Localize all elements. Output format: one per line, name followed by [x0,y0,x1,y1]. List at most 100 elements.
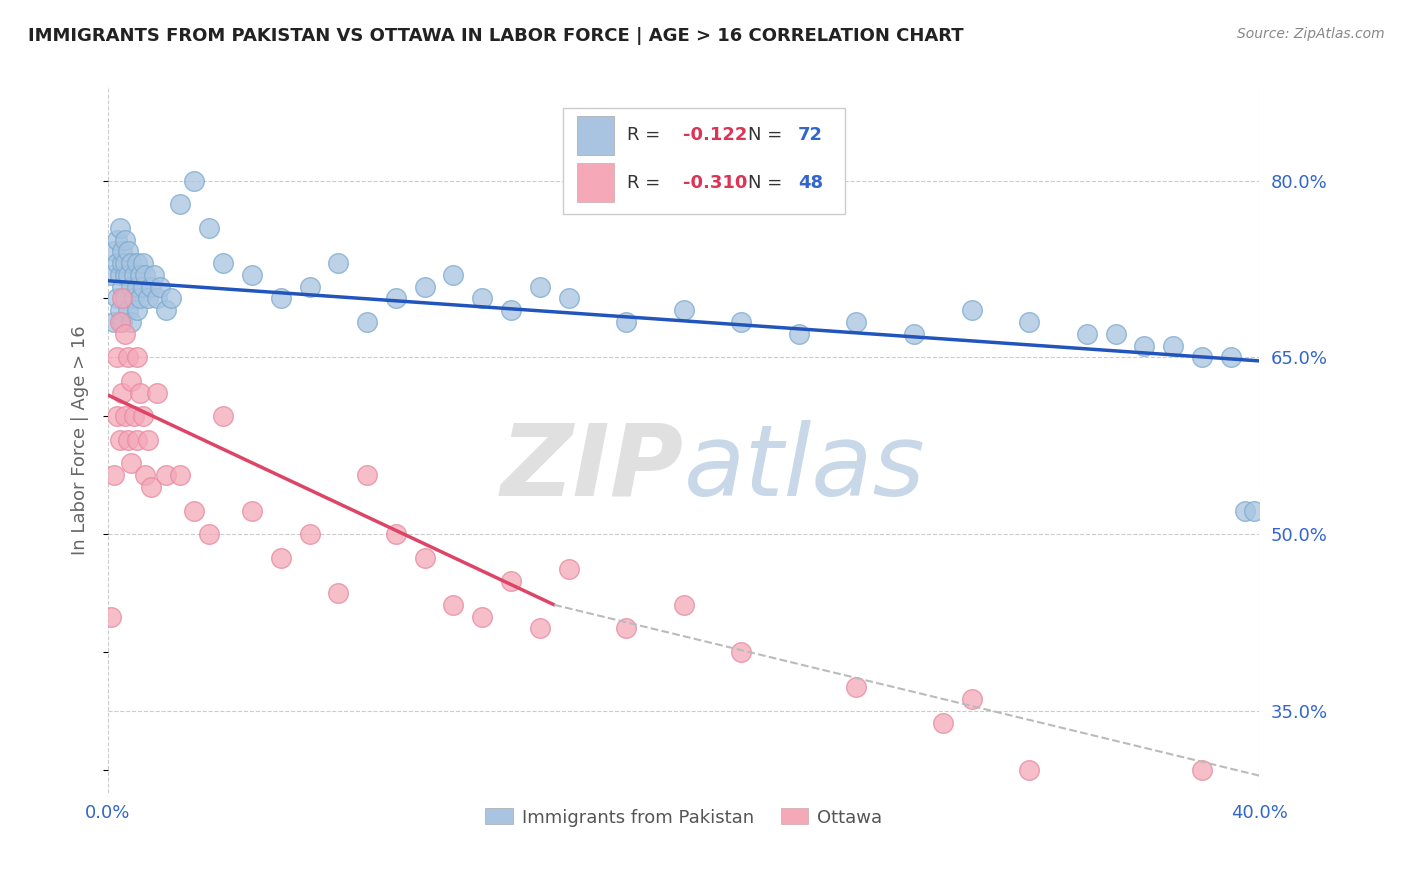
Point [155,468,177,483]
Point [134,468,156,483]
Point [557,292,579,306]
Point [240,268,263,282]
Text: -0.122: -0.122 [682,127,747,145]
Text: R =: R = [627,174,661,192]
Point [136,292,159,306]
Point [197,220,219,235]
Point [117,268,139,282]
Point [845,315,868,329]
Point [1018,763,1040,777]
Point [111,385,134,400]
Point [125,303,148,318]
Point [108,433,131,447]
Text: 72: 72 [797,127,823,145]
Point [845,681,868,695]
Text: N =: N = [748,127,783,145]
Point [122,268,145,282]
Point [499,303,522,318]
Point [443,598,465,612]
Point [122,292,145,306]
Point [146,385,169,400]
Point [103,244,125,259]
Point [108,303,131,318]
Legend: Immigrants from Pakistan, Ottawa: Immigrants from Pakistan, Ottawa [478,801,889,834]
Point [111,279,134,293]
Point [730,315,752,329]
Point [270,292,292,306]
Point [298,527,321,541]
Point [114,326,136,341]
Point [356,468,378,483]
Point [960,692,983,706]
Point [114,256,136,270]
Point [111,292,134,306]
Point [155,303,177,318]
Point [328,256,350,270]
FancyBboxPatch shape [576,163,613,202]
Point [529,621,551,635]
Point [111,244,134,259]
Point [125,351,148,365]
Point [111,256,134,270]
Point [131,256,153,270]
Text: Source: ZipAtlas.com: Source: ZipAtlas.com [1237,27,1385,41]
Point [136,433,159,447]
Point [105,351,128,365]
Text: -0.310: -0.310 [682,174,747,192]
Point [128,385,150,400]
Point [328,586,350,600]
Point [499,574,522,589]
Point [114,233,136,247]
Y-axis label: In Labor Force | Age > 16: In Labor Force | Age > 16 [72,325,89,555]
Point [614,315,637,329]
Point [117,303,139,318]
Point [100,609,122,624]
Point [125,433,148,447]
Point [108,220,131,235]
Point [1076,326,1098,341]
Point [141,480,163,494]
Point [122,409,145,424]
Point [1191,351,1213,365]
Point [298,279,321,293]
Point [471,609,494,624]
Point [149,279,172,293]
Point [108,268,131,282]
Point [787,326,810,341]
Point [932,715,955,730]
Point [114,268,136,282]
Point [125,279,148,293]
Point [117,433,139,447]
Point [160,292,183,306]
Point [270,550,292,565]
Point [903,326,925,341]
Point [125,256,148,270]
Point [557,562,579,576]
Point [114,292,136,306]
Point [1161,338,1184,352]
Point [183,503,205,517]
Point [103,315,125,329]
Text: 48: 48 [797,174,823,192]
Point [672,598,695,612]
Point [529,279,551,293]
Point [120,256,142,270]
Point [141,279,163,293]
Point [730,645,752,659]
Point [672,303,695,318]
Point [100,268,122,282]
Text: ZIP: ZIP [501,419,683,516]
Point [120,315,142,329]
Point [128,268,150,282]
Point [183,173,205,187]
Point [105,409,128,424]
Point [105,292,128,306]
Point [120,374,142,388]
Point [960,303,983,318]
Point [128,292,150,306]
Point [131,409,153,424]
Point [146,292,169,306]
Point [1133,338,1156,352]
Point [413,279,436,293]
Point [614,621,637,635]
